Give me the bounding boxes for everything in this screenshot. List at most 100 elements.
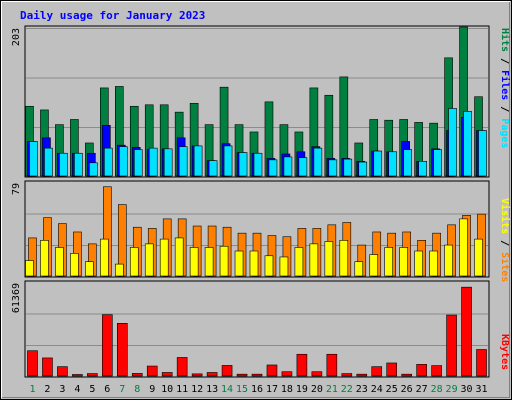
kbytes-kbytes-bar (191, 373, 203, 377)
day-label: 6 (104, 384, 110, 395)
day-label: 20 (311, 384, 323, 395)
day-label: 14 (221, 384, 233, 395)
day-label: 7 (119, 384, 125, 395)
visits-visits-bar (219, 245, 229, 277)
kbytes-kbytes-bar (371, 366, 383, 377)
visits-visits-bar (234, 250, 244, 277)
day-label: 5 (89, 384, 95, 395)
visits-legend-separator: / (499, 234, 510, 252)
visits-visits-bar (279, 256, 289, 277)
hits-pages-bar (343, 158, 353, 177)
kbytes-kbytes-bar (176, 357, 188, 377)
hits-pages-bar (448, 108, 457, 177)
kbytes-kbytes-bar (266, 364, 278, 377)
kbytes-kbytes-bar (57, 366, 68, 377)
kbytes-kbytes-bar (146, 365, 158, 377)
visits-visits-bar (144, 243, 154, 277)
hits-pages-bar (133, 149, 143, 177)
visits-visits-bar (294, 247, 304, 277)
kbytes-kbytes-bar (416, 364, 427, 377)
kbytes-kbytes-bar (72, 374, 83, 377)
day-label: 22 (341, 384, 353, 395)
visits-visits-bar (354, 261, 364, 277)
kbytes-ymax-label: 61369 (11, 283, 22, 313)
hits-legend-separator: / (499, 52, 510, 70)
day-label: 15 (236, 384, 248, 395)
hits-pages-bar (44, 147, 53, 177)
day-label: 18 (281, 384, 293, 395)
day-label: 12 (191, 384, 203, 395)
hits-pages-bar (89, 162, 98, 177)
hits-pages-bar (328, 159, 338, 177)
hits-pages-bar (193, 145, 203, 177)
visits-sites-panel: 79 (11, 180, 490, 278)
kbytes-kbytes-bar (236, 373, 248, 377)
hits-pages-bar (358, 161, 368, 177)
kbytes-kbytes-bar (206, 372, 218, 377)
hits-pages-bar (148, 147, 158, 177)
day-label: 10 (161, 384, 173, 395)
legends: Hits / Files / Pages Visits / Sites KBytes (499, 28, 511, 370)
kbytes-kbytes-bar (296, 353, 308, 377)
hits-files-pages-panel: 203 (11, 25, 490, 178)
visits-visits-bar (459, 218, 468, 277)
chart-title: Daily usage for January 2023 (20, 9, 205, 22)
hits-pages-bar (178, 146, 188, 177)
day-labels: 1 2 3 4 5 6 7 8 9 10 11 12 13 14 15 16 17 18 19 20 21 22 23 24 2… (29, 384, 487, 395)
hits-pages-bar (118, 146, 128, 177)
kbytes-kbytes-bar (281, 371, 293, 377)
kbytes-kbytes-bar (401, 373, 412, 377)
day-label: 29 (446, 384, 458, 395)
day-label: 23 (356, 384, 368, 395)
kbytes-kbytes-bar (87, 373, 98, 377)
day-label: 8 (134, 384, 140, 395)
day-label: 28 (431, 384, 443, 395)
hits-pages-bar (283, 156, 293, 177)
visits-visits-bar (25, 260, 34, 277)
day-label: 11 (176, 384, 188, 395)
day-label: 21 (326, 384, 338, 395)
visits-visits-bar (174, 237, 184, 277)
day-label: 1 (29, 384, 35, 395)
visits-visits-bar (114, 263, 124, 277)
day-label: 17 (266, 384, 278, 395)
visits-visits-bar (444, 244, 453, 277)
kbytes-kbytes-bar (251, 373, 263, 377)
day-label: 2 (44, 384, 50, 395)
kbytes-kbytes-bar (27, 350, 38, 377)
day-label: 25 (386, 384, 398, 395)
kbytes-kbytes-bar (161, 372, 173, 377)
hits-pages-bar (478, 130, 487, 177)
hits-pages-bar (268, 159, 278, 177)
visits-legend-entry: Sites (499, 252, 511, 282)
visits-visits-bar (309, 243, 319, 277)
day-label: 31 (475, 384, 487, 395)
kbytes-legend: KBytes (499, 334, 510, 370)
hits-pages-bar (208, 160, 218, 177)
hits-pages-bar (418, 161, 427, 177)
hits-legend-separator: / (499, 100, 510, 118)
day-label: 26 (401, 384, 413, 395)
day-label: 16 (251, 384, 263, 395)
hits-pages-bar (388, 151, 398, 177)
day-label: 30 (461, 384, 473, 395)
kbytes-kbytes-bar (42, 357, 53, 377)
visits-visits-bar (55, 247, 64, 277)
hits-pages-bar (253, 152, 263, 177)
hits-ymax-label: 203 (11, 28, 22, 46)
visits-visits-bar (384, 247, 394, 277)
visits-visits-bar (100, 238, 109, 277)
kbytes-kbytes-bar (356, 373, 368, 377)
visits-legend: Visits / Sites (499, 198, 511, 282)
hits-pages-bar (238, 152, 248, 177)
visits-visits-bar (189, 247, 199, 277)
hits-pages-bar (373, 150, 383, 177)
kbytes-legend-entry: KBytes (499, 334, 510, 370)
visits-legend-entry: Visits (499, 198, 511, 234)
day-label: 24 (371, 384, 383, 395)
visits-visits-bar (85, 261, 94, 277)
day-label: 9 (149, 384, 155, 395)
kbytes-kbytes-bar (116, 323, 128, 377)
